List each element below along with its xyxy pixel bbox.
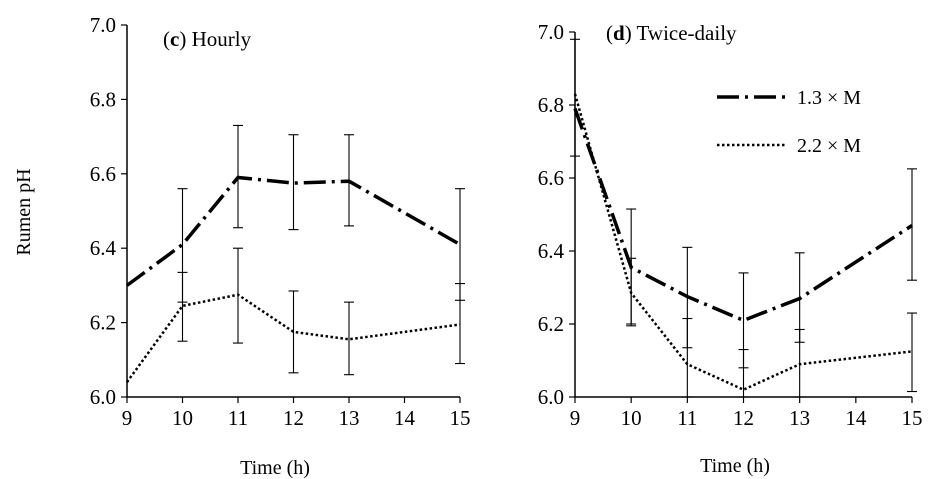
panel-c-y-tick-label: 6.8 [90, 87, 116, 111]
panel-c-title: (c) Hourly [163, 27, 252, 51]
panel-c-y-tick-label: 7.0 [90, 13, 116, 37]
panel-d-x-tick-label: 11 [677, 406, 697, 430]
panel-c-series-dash-dot-error-bar [288, 134, 299, 231]
panel-c-series-dotted-error-bar [177, 271, 188, 342]
y-axis-title: Rumen pH [13, 168, 35, 255]
panel-d-y-tick-label: 6.0 [538, 385, 564, 409]
panel-d-title-letter: d [613, 21, 625, 45]
panel-c-series-dash-dot-line [125, 175, 461, 287]
legend: 1.3 × M 2.2 × M [717, 87, 861, 157]
panel-d-y-tick-label: 6.8 [538, 93, 564, 117]
panel-c-y-tick-label: 6.6 [90, 162, 116, 186]
panel-c-series-dotted-error-bar [344, 301, 354, 376]
panel-c-x-tick-label: 10 [172, 406, 193, 430]
panel-c-series-dotted-error-bar [455, 282, 465, 365]
panel-c-x-tick-label: 15 [450, 406, 471, 430]
panel-d-x-tick-label: 10 [621, 406, 642, 430]
panel-c-y-tick-label: 6.4 [90, 236, 117, 260]
panel-d-title-rest: ) Twice-daily [625, 21, 737, 45]
legend-label-1-3m: 1.3 × M [797, 87, 861, 109]
panel-d-x-tick-label: 9 [570, 406, 581, 430]
panel-d-series-dotted-line [573, 93, 913, 392]
panel-d-series-dash-dot-line [573, 108, 913, 323]
panel-c-x-tick-label: 14 [394, 406, 416, 430]
panel-c-y-tick-label: 6.0 [90, 385, 116, 409]
panel-d-x-tick-label: 13 [789, 406, 810, 430]
panel-c-title-open: ( [163, 27, 170, 51]
panel-d-x-axis-title: Time (h) [700, 455, 770, 477]
panel-d-series-dash-dot-error-bar [794, 252, 805, 343]
panel-c-y-tick-label: 6.2 [90, 311, 116, 335]
panel-c-x-tick-label: 11 [228, 406, 248, 430]
panel-c-series-dotted-error-bar [233, 247, 243, 344]
panel-d-series-dash-dot-error-bar [570, 38, 580, 157]
panel-c-series-dotted-error-bar [288, 290, 299, 374]
panel-c-x-tick-label: 12 [283, 406, 304, 430]
panel-d-series-dotted-error-bar [907, 312, 917, 393]
panel-d-series-dotted-error-bar [626, 257, 637, 327]
panel-c-series-dash-dot-error-bar [233, 124, 243, 229]
panel-d-twice-daily: (d) Twice-daily Time (h) 1.3 × M 2.2 × M… [538, 20, 923, 477]
panel-c-series-dash-dot-error-bar [344, 134, 354, 227]
panel-c-title-letter: c [170, 27, 179, 51]
panel-d-series-dotted-error-bar [682, 317, 693, 398]
panel-d-title: (d) Twice-daily [606, 21, 737, 45]
panel-d-series-dash-dot-error-bar [907, 168, 917, 281]
panel-c-x-tick-label: 9 [122, 406, 133, 430]
panel-d-y-tick-label: 7.0 [538, 20, 564, 44]
panel-c-series-dotted-line [125, 293, 461, 383]
panel-d-y-tick-label: 6.2 [538, 312, 564, 336]
panel-c-hourly: (c) Hourly Rumen pH Time (h) 6.0 6.2 6.4 6.… [13, 13, 471, 479]
panel-d-x-tick-label: 12 [733, 406, 754, 430]
panel-d-title-open: ( [606, 21, 613, 45]
panel-c-title-rest: ) Hourly [179, 27, 251, 51]
panel-d-series-dotted-error-bar [738, 348, 749, 398]
panel-c-x-tick-label: 13 [339, 406, 360, 430]
legend-label-2-2m: 2.2 × M [797, 135, 861, 157]
panel-d-y-tick-label: 6.4 [538, 239, 565, 263]
panel-d-x-tick-label: 15 [902, 406, 923, 430]
panel-c-x-axis-title: Time (h) [240, 457, 310, 479]
panel-d-y-tick-label: 6.6 [538, 166, 564, 190]
panel-d-x-tick-label: 14 [845, 406, 867, 430]
panel-d-series-dotted-error-bar [794, 328, 805, 398]
